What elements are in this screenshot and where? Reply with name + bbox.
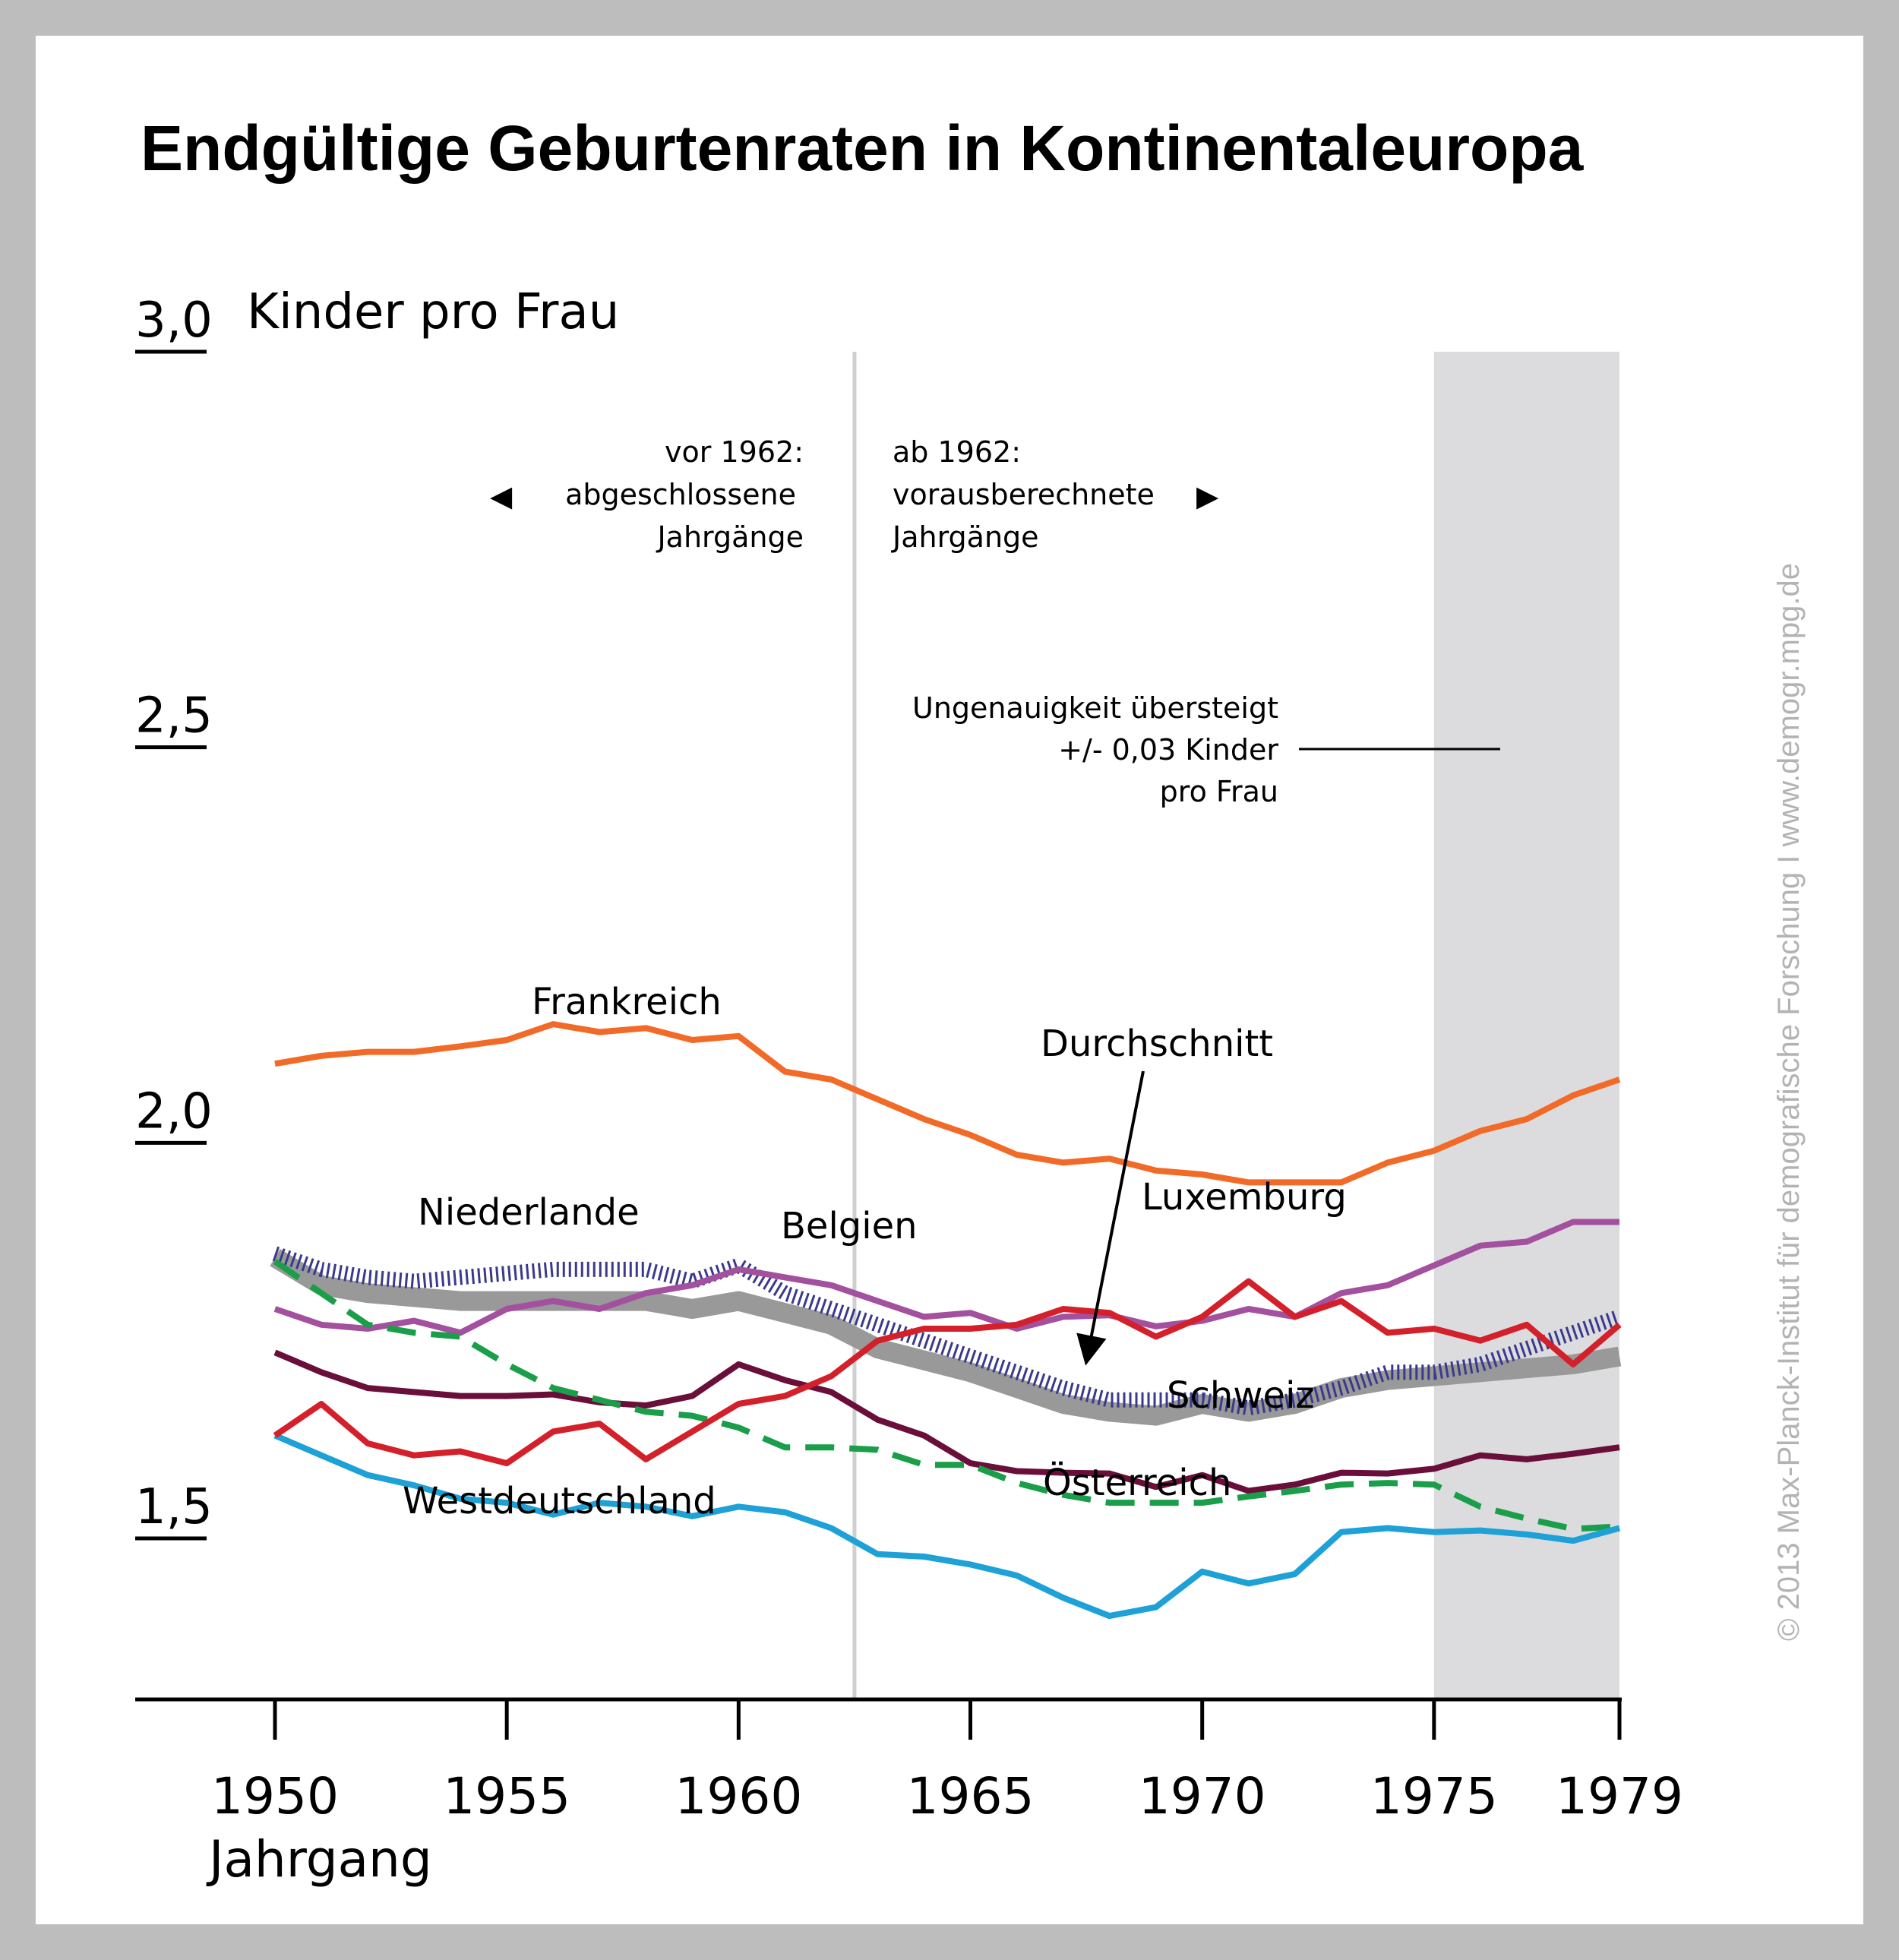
series-line-schweiz (273, 1349, 1620, 1494)
series-label-niederlande: Niederlande (418, 1191, 640, 1234)
series-group (270, 1021, 1623, 1620)
chart-title: Endgültige Geburtenraten in Kontinentale… (141, 112, 1585, 184)
shade-note-line-2: +/- 0,03 Kinder (1058, 733, 1278, 767)
series-line-durchschnitt (270, 1249, 1622, 1426)
x-tick-label: 1955 (443, 1767, 570, 1826)
right-note-line-1: ab 1962: (893, 435, 1021, 469)
series-label-frankreich: Frankreich (532, 981, 722, 1023)
y-axis-label: Kinder pro Frau (247, 284, 619, 340)
series-line-luxemburg (273, 1278, 1622, 1467)
x-axis-label: Jahrgang (206, 1830, 432, 1889)
y-tick-label: 3,0 (135, 292, 213, 349)
x-tick-label: 1965 (907, 1767, 1035, 1826)
y-tick-label: 2,0 (135, 1083, 213, 1140)
right-note-line-2: vorausberechnete (893, 478, 1155, 511)
x-tick-label: 1970 (1139, 1767, 1266, 1826)
x-axis: 1950 1955 1960 1965 1970 1975 1979 (135, 1697, 1683, 1826)
series-line-frankreich (274, 1021, 1621, 1186)
series-line-westdeutschland (273, 1432, 1621, 1620)
series-line-niederlande (273, 1219, 1619, 1336)
left-note-line-2: abgeschlossene (565, 478, 796, 511)
shade-note-line-1: Ungenauigkeit übersteigt (912, 691, 1278, 725)
series-label-luxemburg: Luxemburg (1142, 1176, 1347, 1219)
y-axis: 3,0 2,5 2,0 1,5 (135, 292, 213, 1541)
x-tick-label: 1979 (1556, 1767, 1683, 1826)
series-line-oesterreich (273, 1259, 1620, 1532)
x-tick-label: 1960 (675, 1767, 802, 1826)
arrow-right-icon: ▶ (1196, 479, 1219, 513)
series-label-schweiz: Schweiz (1167, 1374, 1315, 1417)
x-tick-label: 1950 (211, 1767, 339, 1826)
uncertainty-shaded-region (1433, 352, 1619, 1699)
series-label-durchschnitt: Durchschnitt (1041, 1023, 1273, 1065)
series-label-westdeutschland: Westdeutschland (403, 1480, 716, 1522)
durchschnitt-pointer-arrow (1076, 1070, 1145, 1366)
series-label-belgien: Belgien (781, 1205, 918, 1247)
arrow-left-icon: ◀ (490, 479, 513, 513)
series-label-oesterreich: Österreich (1043, 1462, 1231, 1504)
left-note-line-1: vor 1962: (665, 435, 804, 469)
credit-text: © 2013 Max-Planck-Institut für demografi… (1772, 563, 1806, 1641)
y-tick-label: 1,5 (135, 1479, 213, 1535)
y-tick-label: 2,5 (135, 688, 213, 744)
right-note-line-3: Jahrgänge (891, 520, 1039, 554)
x-tick-label: 1975 (1370, 1767, 1498, 1826)
shade-note-line-3: pro Frau (1160, 775, 1278, 808)
left-note-line-3: Jahrgänge (656, 520, 804, 554)
